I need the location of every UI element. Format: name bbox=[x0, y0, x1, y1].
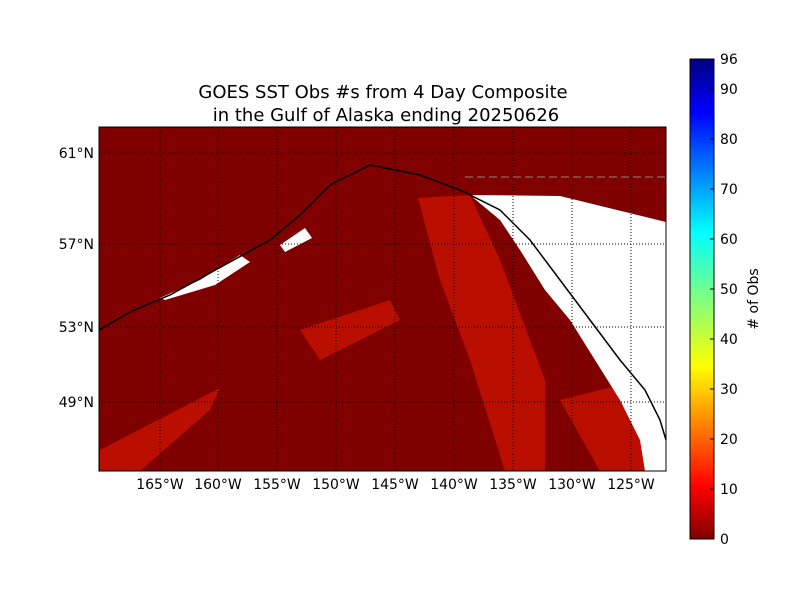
lat-label: 49°N bbox=[59, 395, 94, 411]
lon-label: 145°W bbox=[371, 477, 419, 493]
map bbox=[99, 127, 666, 471]
lat-label: 57°N bbox=[59, 237, 94, 253]
lon-label: 125°W bbox=[607, 477, 655, 493]
colorbar-tick-label: 80 bbox=[720, 132, 738, 148]
map-frame bbox=[98, 126, 667, 472]
colorbar-tick-label: 30 bbox=[720, 382, 738, 398]
colorbar-tick-label: 60 bbox=[720, 232, 738, 248]
lat-label: 61°N bbox=[59, 146, 94, 162]
colorbar-tick-label: 0 bbox=[720, 532, 729, 548]
colorbar-tick-label: 10 bbox=[720, 482, 738, 498]
title-line: in the Gulf of Alaska ending 20250626 bbox=[213, 105, 560, 126]
coastline bbox=[99, 164, 666, 441]
lat-label: 53°N bbox=[59, 320, 94, 336]
colorbar bbox=[689, 58, 715, 540]
title-line: GOES SST Obs #s from 4 Day Composite bbox=[198, 82, 567, 103]
lon-label: 135°W bbox=[489, 477, 537, 493]
colorbar-tick-label: 20 bbox=[720, 432, 738, 448]
graticule bbox=[99, 127, 666, 471]
colorbar-tick-label: 50 bbox=[720, 282, 738, 298]
lon-label: 160°W bbox=[194, 477, 242, 493]
lon-label: 155°W bbox=[253, 477, 301, 493]
land bbox=[470, 195, 666, 471]
land bbox=[280, 228, 312, 252]
lon-label: 150°W bbox=[312, 477, 360, 493]
lon-label: 165°W bbox=[136, 477, 184, 493]
colorbar-tick-label: 40 bbox=[720, 332, 738, 348]
lon-label: 130°W bbox=[548, 477, 596, 493]
colorbar-label: # of Obs bbox=[746, 268, 762, 329]
colorbar-tick-label: 70 bbox=[720, 182, 738, 198]
colorbar-tick-label: 96 bbox=[720, 52, 738, 68]
colorbar-tick-label: 90 bbox=[720, 82, 738, 98]
lon-label: 140°W bbox=[430, 477, 478, 493]
